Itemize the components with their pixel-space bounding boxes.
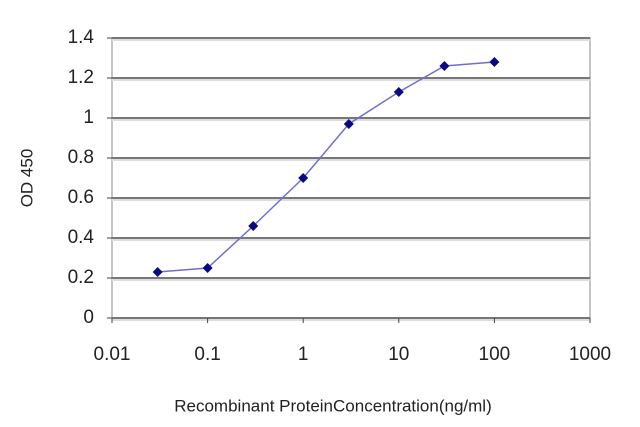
marker xyxy=(202,263,213,273)
x-tick-label: 1000 xyxy=(569,344,611,365)
marker xyxy=(439,61,450,71)
marker xyxy=(393,87,404,97)
marker xyxy=(248,221,259,231)
x-tick-label: 0.1 xyxy=(194,344,220,365)
x-axis-label: Recombinant ProteinConcentration(ng/ml) xyxy=(174,396,492,415)
marker xyxy=(343,119,354,129)
x-tick-label: 0.01 xyxy=(94,344,131,365)
data-line xyxy=(157,61,495,273)
y-tick-label: 0.8 xyxy=(68,147,94,168)
x-tick-label: 10 xyxy=(388,344,409,365)
marker xyxy=(298,173,309,183)
y-tick-label: 0.4 xyxy=(68,227,95,248)
x-tick-label: 1 xyxy=(298,344,309,365)
y-tick-label: 0.6 xyxy=(68,187,94,208)
y-tick-label: 1.4 xyxy=(68,27,95,48)
y-tick-label: 1.2 xyxy=(68,67,94,88)
marker xyxy=(152,267,163,277)
y-tick-label: 1 xyxy=(83,107,94,128)
plot-area xyxy=(111,37,591,319)
y-axis-label: OD 450 xyxy=(17,149,36,208)
x-tick-label: 100 xyxy=(479,344,511,365)
y-tick-label: 0.2 xyxy=(68,267,94,288)
y-tick-label: 0 xyxy=(83,307,94,328)
marker xyxy=(489,57,500,67)
